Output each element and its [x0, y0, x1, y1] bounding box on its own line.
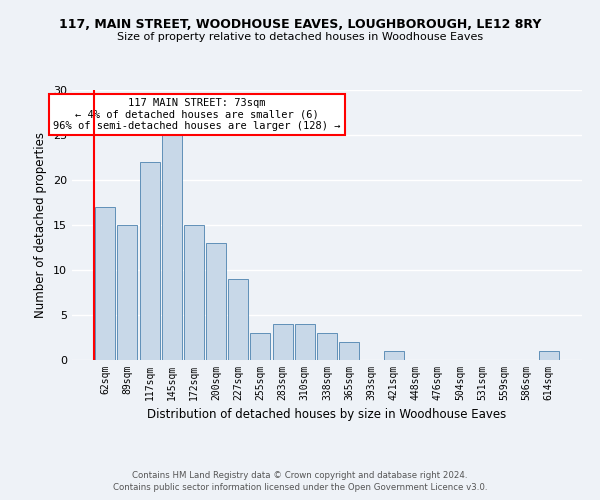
Bar: [539, 351, 559, 360]
Bar: [162, 135, 182, 360]
Bar: [95, 207, 115, 360]
Bar: [383, 351, 404, 360]
X-axis label: Distribution of detached houses by size in Woodhouse Eaves: Distribution of detached houses by size …: [148, 408, 506, 422]
Bar: [184, 225, 204, 360]
Bar: [295, 324, 315, 360]
Bar: [272, 324, 293, 360]
Text: 117 MAIN STREET: 73sqm
← 4% of detached houses are smaller (6)
96% of semi-detac: 117 MAIN STREET: 73sqm ← 4% of detached …: [53, 98, 341, 132]
Bar: [206, 243, 226, 360]
Bar: [317, 333, 337, 360]
Bar: [118, 225, 137, 360]
Text: 117, MAIN STREET, WOODHOUSE EAVES, LOUGHBOROUGH, LE12 8RY: 117, MAIN STREET, WOODHOUSE EAVES, LOUGH…: [59, 18, 541, 30]
Bar: [339, 342, 359, 360]
Y-axis label: Number of detached properties: Number of detached properties: [34, 132, 47, 318]
Bar: [250, 333, 271, 360]
Text: Size of property relative to detached houses in Woodhouse Eaves: Size of property relative to detached ho…: [117, 32, 483, 42]
Text: Contains HM Land Registry data © Crown copyright and database right 2024.
Contai: Contains HM Land Registry data © Crown c…: [113, 471, 487, 492]
Bar: [228, 279, 248, 360]
Bar: [140, 162, 160, 360]
